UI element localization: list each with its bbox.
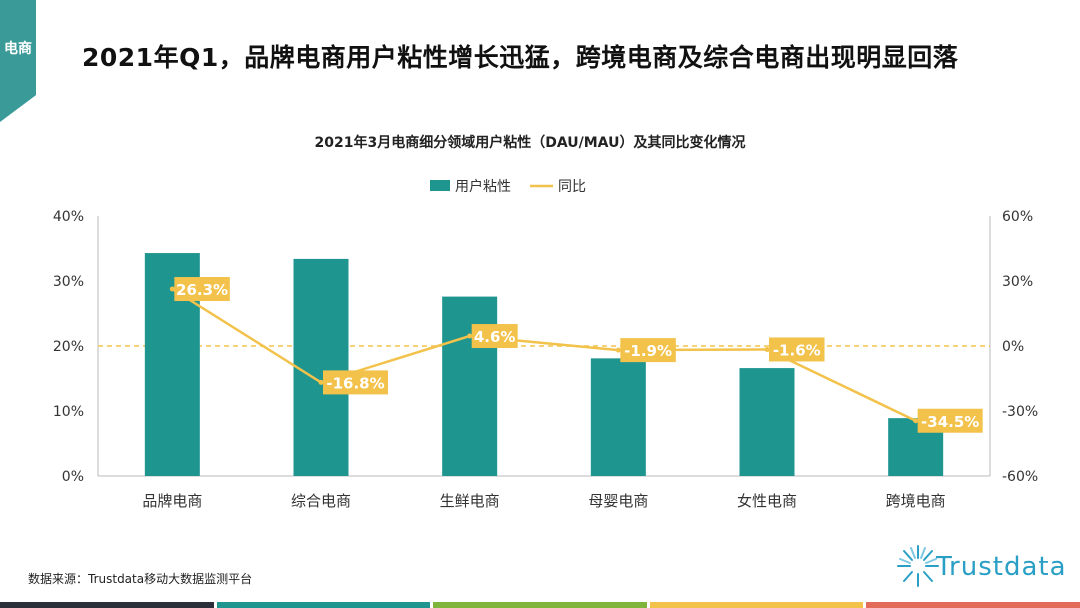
yoy-label: -34.5%: [921, 413, 979, 431]
bar: [739, 368, 795, 476]
page-title: 2021年Q1，品牌电商用户粘性增长迅猛，跨境电商及综合电商出现明显回落: [82, 43, 959, 72]
strip-segment: [0, 602, 214, 608]
right-tick-label: 30%: [1002, 274, 1033, 290]
legend-line-label: 同比: [558, 179, 586, 195]
yoy-point: [615, 347, 621, 353]
category-label: 女性电商: [737, 492, 797, 510]
logo-text: Trustdata: [936, 552, 1067, 582]
chart-title: 2021年3月电商细分领域用户粘性（DAU/MAU）及其同比变化情况: [315, 134, 746, 151]
bar: [442, 296, 498, 476]
yoy-label: -16.8%: [326, 374, 384, 392]
right-tick-label: -30%: [1002, 404, 1038, 420]
left-tick-label: 30%: [53, 274, 84, 290]
legend-bar-swatch: [430, 180, 450, 191]
strip-segment: [216, 602, 431, 608]
right-tick-label: 60%: [1002, 209, 1033, 225]
yoy-label-bg: [174, 277, 230, 302]
strip-segment: [649, 602, 864, 608]
category-label: 品牌电商: [142, 492, 202, 510]
left-tick-label: 20%: [53, 339, 84, 355]
category-label: 母婴电商: [588, 492, 648, 510]
category-label: 综合电商: [291, 492, 351, 510]
left-tick-label: 40%: [53, 209, 84, 225]
left-tick-label: 0%: [62, 469, 84, 485]
section-tab: 电商: [0, 0, 36, 122]
yoy-point: [764, 346, 770, 352]
yoy-label-bg: [471, 324, 518, 349]
category-label: 跨境电商: [886, 492, 946, 510]
starburst-icon: [897, 545, 939, 587]
yoy-label: 4.6%: [474, 328, 516, 346]
strip-segment: [866, 602, 1080, 608]
bar: [293, 258, 349, 476]
section-label: 电商: [4, 41, 32, 57]
yoy-label-bg: [620, 338, 676, 363]
yoy-label-bg: [917, 408, 983, 433]
yoy-point: [913, 418, 919, 424]
strip-segment: [433, 602, 647, 608]
right-tick-label: -60%: [1002, 469, 1038, 485]
yoy-label: 26.3%: [176, 281, 228, 299]
yoy-point: [318, 379, 324, 385]
right-tick-label: 0%: [1002, 339, 1024, 355]
yoy-point: [169, 286, 175, 292]
trustdata-logo: Trustdata: [894, 536, 1074, 592]
yoy-label: -1.6%: [773, 341, 821, 359]
category-label: 生鲜电商: [440, 492, 500, 510]
bar: [590, 358, 646, 476]
legend-bar-label: 用户粘性: [455, 178, 511, 195]
yoy-label-bg: [769, 337, 825, 362]
yoy-point: [467, 333, 473, 339]
left-tick-label: 10%: [53, 404, 84, 420]
yoy-label: -1.9%: [624, 342, 672, 360]
data-source: 数据来源：Trustdata移动大数据监测平台: [28, 572, 253, 586]
bottom-color-strip: [0, 602, 1080, 608]
yoy-label-bg: [323, 370, 388, 395]
